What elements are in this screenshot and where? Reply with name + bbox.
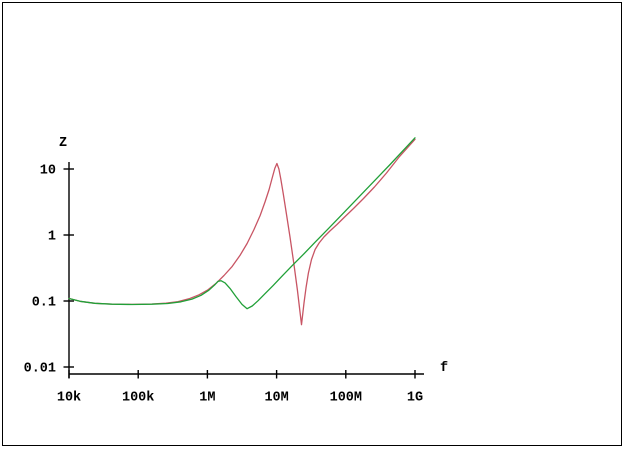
y-tick-label: 1 (48, 230, 56, 245)
tick-marks (63, 168, 416, 379)
x-axis-title: f (440, 361, 448, 376)
red-curve (68, 138, 416, 326)
x-tick-label: 10M (264, 391, 288, 406)
x-tick-label: 100k (122, 391, 154, 406)
axes (68, 162, 424, 378)
y-tick-label: 0.1 (32, 296, 56, 311)
curves (68, 137, 416, 326)
y-axis-title: Z (59, 136, 67, 151)
y-tick-label: 0.01 (24, 362, 56, 377)
green-curve (68, 137, 416, 310)
x-tick-label: 10k (57, 391, 81, 406)
x-tick-label: 1G (407, 391, 423, 406)
x-tick-label: 1M (199, 391, 215, 406)
x-tick-label: 100M (330, 391, 362, 406)
y-tick-label: 10 (40, 164, 56, 179)
